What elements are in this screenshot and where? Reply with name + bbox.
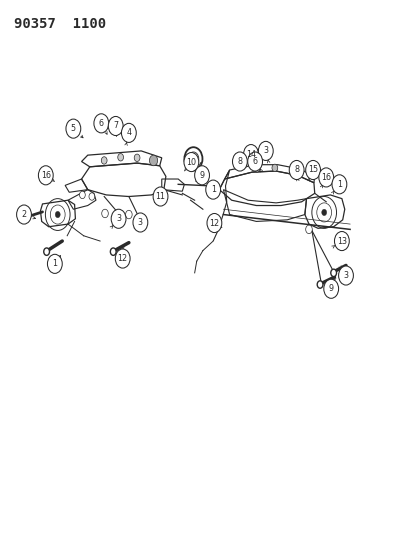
- Circle shape: [290, 168, 296, 176]
- Text: 6: 6: [252, 157, 257, 166]
- Circle shape: [271, 164, 277, 172]
- Text: 5: 5: [71, 124, 76, 133]
- Circle shape: [133, 213, 147, 232]
- Circle shape: [258, 141, 273, 160]
- Text: 12: 12: [117, 254, 128, 263]
- Text: 3: 3: [138, 218, 142, 227]
- Circle shape: [318, 168, 333, 187]
- Circle shape: [134, 154, 140, 161]
- Text: 16: 16: [41, 171, 51, 180]
- Text: 4: 4: [126, 128, 131, 138]
- Circle shape: [289, 160, 303, 180]
- Circle shape: [254, 165, 259, 172]
- Circle shape: [94, 114, 109, 133]
- Circle shape: [44, 248, 50, 255]
- Text: 8: 8: [237, 157, 242, 166]
- Text: 1: 1: [210, 185, 215, 194]
- Circle shape: [115, 249, 130, 268]
- Circle shape: [305, 160, 320, 180]
- Text: 2: 2: [21, 210, 26, 219]
- Circle shape: [89, 193, 95, 200]
- Circle shape: [232, 152, 247, 171]
- Text: 1: 1: [52, 260, 57, 268]
- Circle shape: [149, 155, 157, 166]
- Circle shape: [23, 214, 28, 220]
- Text: 3: 3: [263, 147, 268, 156]
- Circle shape: [111, 209, 126, 228]
- Text: 9: 9: [199, 171, 204, 180]
- Circle shape: [47, 254, 62, 273]
- Circle shape: [194, 166, 209, 185]
- Circle shape: [125, 211, 132, 219]
- Circle shape: [79, 191, 85, 199]
- Circle shape: [66, 119, 81, 138]
- Circle shape: [102, 209, 108, 217]
- Circle shape: [55, 212, 60, 217]
- Circle shape: [243, 144, 258, 164]
- Circle shape: [117, 154, 123, 161]
- Text: 7: 7: [113, 122, 118, 131]
- Circle shape: [321, 209, 326, 216]
- Circle shape: [247, 152, 262, 171]
- Circle shape: [205, 180, 220, 199]
- Text: 8: 8: [293, 166, 299, 174]
- Text: 11: 11: [155, 192, 165, 201]
- Circle shape: [183, 152, 198, 172]
- Text: 3: 3: [343, 271, 348, 280]
- Text: 10: 10: [186, 158, 196, 166]
- Text: 14: 14: [245, 150, 255, 159]
- Circle shape: [338, 266, 353, 285]
- Circle shape: [206, 214, 221, 232]
- Text: 12: 12: [209, 219, 219, 228]
- Circle shape: [121, 123, 136, 142]
- Text: 15: 15: [307, 166, 317, 174]
- Text: 90357  1100: 90357 1100: [14, 17, 106, 31]
- Text: 6: 6: [99, 119, 104, 128]
- Circle shape: [101, 157, 107, 164]
- Circle shape: [38, 166, 53, 185]
- Text: 13: 13: [336, 237, 346, 246]
- Text: 1: 1: [336, 180, 341, 189]
- Circle shape: [110, 248, 116, 255]
- Circle shape: [323, 279, 338, 298]
- Circle shape: [305, 225, 311, 233]
- Circle shape: [153, 187, 168, 206]
- Circle shape: [330, 269, 336, 277]
- Circle shape: [331, 175, 346, 194]
- Text: 16: 16: [320, 173, 330, 182]
- Circle shape: [334, 231, 349, 251]
- Text: 3: 3: [116, 214, 121, 223]
- Text: 9: 9: [328, 284, 333, 293]
- Circle shape: [316, 281, 322, 288]
- Circle shape: [17, 205, 31, 224]
- Circle shape: [108, 116, 123, 135]
